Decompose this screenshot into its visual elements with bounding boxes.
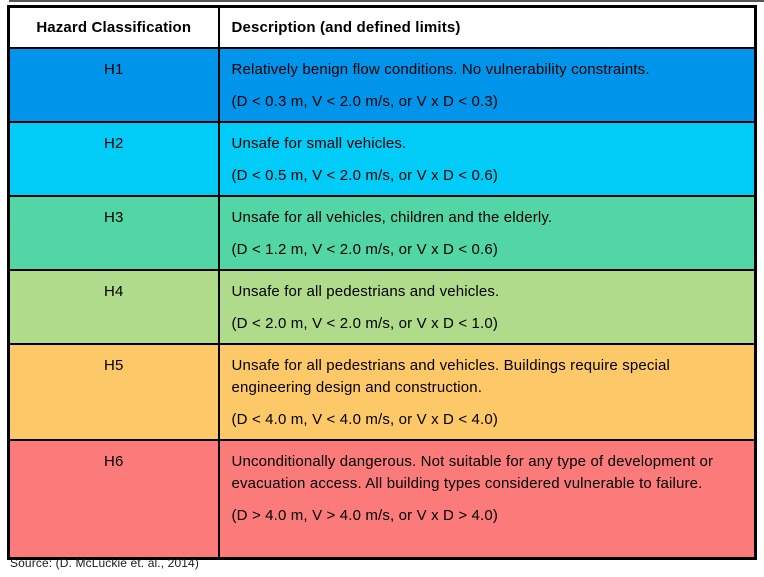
- table-row-h4: H4 Unsafe for all pedestrians and vehicl…: [7, 269, 757, 345]
- hazard-description-cell: Unsafe for all vehicles, children and th…: [217, 195, 757, 271]
- source-citation: Source: (D. McLuckie et. al., 2014): [10, 556, 199, 570]
- table-row-h2: H2 Unsafe for small vehicles. (D < 0.5 m…: [7, 121, 757, 197]
- hazard-description: Unconditionally dangerous. Not suitable …: [231, 453, 714, 492]
- hazard-description-cell: Unconditionally dangerous. Not suitable …: [217, 439, 757, 559]
- hazard-classification-table: Hazard Classification Description (and d…: [7, 5, 757, 560]
- hazard-limits: (D < 0.5 m, V < 2.0 m/s, or V x D < 0.6): [231, 167, 499, 184]
- hazard-description-cell: Unsafe for small vehicles. (D < 0.5 m, V…: [217, 121, 757, 197]
- hazard-description-cell: Unsafe for all pedestrians and vehicles.…: [217, 269, 757, 345]
- hazard-description: Unsafe for all vehicles, children and th…: [231, 209, 553, 226]
- hazard-label-h3: H3: [7, 195, 220, 271]
- top-edge-line: [9, 0, 764, 2]
- hazard-limits: (D < 4.0 m, V < 4.0 m/s, or V x D < 4.0): [231, 411, 499, 428]
- table-row-h5: H5 Unsafe for all pedestrians and vehicl…: [7, 343, 757, 441]
- hazard-description: Unsafe for small vehicles.: [231, 135, 407, 152]
- hazard-label-h4: H4: [7, 269, 220, 345]
- table-row-h3: H3 Unsafe for all vehicles, children and…: [7, 195, 757, 271]
- hazard-limits: (D < 2.0 m, V < 2.0 m/s, or V x D < 1.0): [231, 315, 499, 332]
- hazard-label-h6: H6: [7, 439, 220, 559]
- hazard-description: Unsafe for all pedestrians and vehicles.…: [231, 357, 670, 396]
- hazard-limits: (D < 0.3 m, V < 2.0 m/s, or V x D < 0.3): [231, 93, 499, 110]
- hazard-label-h1: H1: [7, 47, 220, 123]
- table-row-h6: H6 Unconditionally dangerous. Not suitab…: [7, 439, 757, 559]
- hazard-label-h5: H5: [7, 343, 220, 441]
- hazard-limits: (D < 1.2 m, V < 2.0 m/s, or V x D < 0.6): [231, 241, 499, 258]
- table-row-h1: H1 Relatively benign flow conditions. No…: [7, 47, 757, 123]
- hazard-description: Unsafe for all pedestrians and vehicles.: [231, 283, 500, 300]
- column-header-hazard-classification: Hazard Classification: [7, 5, 220, 49]
- column-header-description: Description (and defined limits): [217, 5, 757, 49]
- header-row: Hazard Classification Description (and d…: [7, 5, 757, 49]
- hazard-description-cell: Unsafe for all pedestrians and vehicles.…: [217, 343, 757, 441]
- hazard-description: Relatively benign flow conditions. No vu…: [231, 61, 650, 78]
- hazard-limits: (D > 4.0 m, V > 4.0 m/s, or V x D > 4.0): [231, 507, 499, 524]
- hazard-label-h2: H2: [7, 121, 220, 197]
- hazard-description-cell: Relatively benign flow conditions. No vu…: [217, 47, 757, 123]
